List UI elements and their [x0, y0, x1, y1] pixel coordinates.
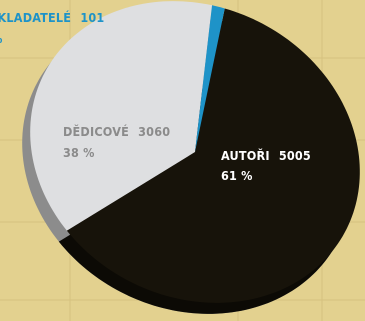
- label-nakladatele-name: NAKLADATELÉ: [0, 10, 71, 25]
- svg-text:AUTOŘI 5005: AUTOŘI 5005: [221, 148, 311, 163]
- label-autori-name: AUTOŘI: [221, 148, 270, 163]
- label-nakladatele-value: 101: [80, 10, 104, 25]
- pie-slices: [30, 1, 360, 303]
- label-nakladatele: NAKLADATELÉ 101 1 %: [0, 10, 104, 46]
- svg-text:NAKLADATELÉ 101: NAKLADATELÉ 101: [0, 10, 104, 25]
- slice-nakladatele: [195, 5, 225, 153]
- label-nakladatele-percent: 1 %: [0, 31, 3, 46]
- svg-text:DĚDICOVÉ 3060: DĚDICOVÉ 3060: [63, 124, 170, 139]
- label-dedicove-value: 3060: [138, 124, 170, 139]
- label-autori-value: 5005: [279, 148, 311, 163]
- label-dedicove-name: DĚDICOVÉ: [63, 124, 129, 139]
- label-autori-percent: 61 %: [221, 168, 253, 183]
- label-dedicove-percent: 38 %: [63, 145, 95, 160]
- slice-autori: [66, 8, 360, 303]
- label-dedicove: DĚDICOVÉ 3060 38 %: [63, 124, 170, 160]
- label-autori: AUTOŘI 5005 61 %: [221, 148, 311, 183]
- slice-dedicove: [30, 1, 213, 231]
